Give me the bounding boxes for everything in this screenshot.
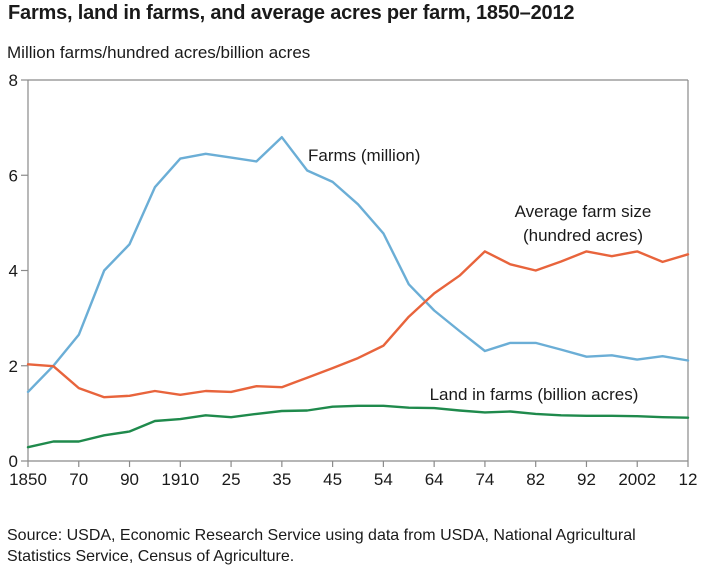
y-tick-label: 0 <box>9 452 18 471</box>
x-tick-label: 1910 <box>161 470 199 489</box>
x-tick-label: 70 <box>69 470 88 489</box>
y-axis-label: Million farms/hundred acres/billion acre… <box>7 43 311 62</box>
series-label-land-in-farms: Land in farms (billion acres) <box>430 385 639 404</box>
series-lines <box>26 135 690 449</box>
x-tick-label: 92 <box>577 470 596 489</box>
y-tick-label: 2 <box>9 357 18 376</box>
y-tick-label: 4 <box>9 262 18 281</box>
x-tick-label: 1850 <box>9 470 47 489</box>
axes: 0 2 4 6 8 1850 70 90 1910 25 35 45 54 64 74 82 92 2002 12 <box>9 71 698 489</box>
x-tick-label: 25 <box>222 470 241 489</box>
x-tick-label: 64 <box>425 470 444 489</box>
x-tick-label: 54 <box>374 470 393 489</box>
series-line-average-farm-size <box>26 250 690 399</box>
x-tick-label: 35 <box>272 470 291 489</box>
series-label-average-farm-size: (hundred acres) <box>523 226 643 245</box>
y-tick-label: 8 <box>9 71 18 90</box>
series-labels: Farms (million) Average farm size (hundred… <box>308 146 651 404</box>
source-note: Source: USDA, Economic Research Service … <box>7 527 636 565</box>
x-tick-label: 90 <box>120 470 139 489</box>
x-tick-label: 12 <box>679 470 698 489</box>
series-label-farms: Farms (million) <box>308 146 420 165</box>
x-tick-label: 45 <box>323 470 342 489</box>
x-tick-label: 74 <box>475 470 494 489</box>
chart-title: Farms, land in farms, and average acres … <box>8 2 575 24</box>
series-label-average-farm-size: Average farm size <box>515 202 652 221</box>
series-line-farms <box>26 135 690 394</box>
y-tick-label: 6 <box>9 166 18 185</box>
series-line-land-in-farms <box>26 404 690 449</box>
x-tick-label: 2002 <box>618 470 656 489</box>
x-tick-label: 82 <box>526 470 545 489</box>
